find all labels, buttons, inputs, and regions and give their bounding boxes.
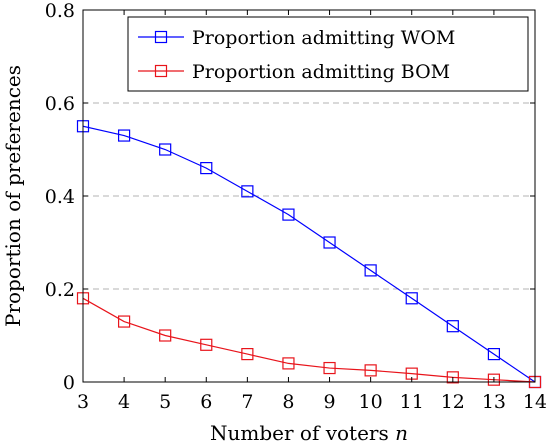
legend-marker: [154, 30, 168, 44]
y-tick-label: 0.2: [45, 279, 75, 301]
data-point: [159, 329, 172, 342]
data-point: [487, 373, 501, 386]
legend-label: Proportion admitting BOM: [192, 61, 450, 83]
legend-marker: [154, 64, 168, 78]
series-line: [82, 125, 536, 383]
legend-box: [127, 16, 529, 92]
x-tick-label: 6: [200, 391, 212, 413]
x-tick-label: 10: [359, 391, 383, 413]
x-tick-label: 4: [118, 391, 130, 413]
data-point: [282, 357, 295, 370]
y-axis-label: Proportion of preferences: [1, 65, 25, 327]
x-tick-label: 8: [282, 391, 294, 413]
x-tick-label: 7: [241, 391, 253, 413]
y-tick-label: 0.4: [45, 186, 75, 208]
legend-entry: Proportion admitting BOM: [138, 61, 450, 83]
legend-entry: Proportion admitting WOM: [138, 27, 455, 49]
data-point: [200, 162, 213, 175]
data-point: [364, 264, 377, 277]
x-tick-label: 5: [159, 391, 171, 413]
x-tick-label: 9: [323, 391, 335, 413]
y-tick-label: 0: [63, 372, 75, 394]
data-point: [323, 361, 336, 375]
data-point: [117, 315, 131, 328]
x-tick-label: 3: [77, 391, 89, 413]
legend-label: Proportion admitting WOM: [192, 27, 455, 49]
legend: Proportion admitting WOM Proportion admit…: [127, 16, 529, 92]
x-axis-label: Number of voters n: [210, 421, 408, 444]
data-point: [487, 348, 501, 361]
data-point: [241, 348, 254, 361]
axis-ticks: 3 4 5 6 7 8 9 10 11 12 13 14 0 0.2 0.4 0.6 0.8: [45, 0, 546, 413]
data-point: [323, 236, 336, 249]
plot-series: [76, 120, 542, 389]
data-point: [282, 208, 295, 221]
data-point: [405, 292, 418, 305]
data-point: [446, 371, 459, 384]
data-point: [241, 185, 254, 198]
x-tick-label: 14: [523, 391, 546, 413]
x-tick-label: 13: [482, 391, 506, 413]
data-point: [117, 129, 131, 142]
data-point: [159, 143, 172, 156]
series-wom: [76, 120, 542, 389]
data-point: [364, 364, 377, 377]
y-tick-label: 0.6: [45, 93, 75, 115]
data-point: [446, 320, 459, 333]
grid-lines: [83, 102, 535, 290]
series-line: [82, 297, 536, 383]
x-tick-label: 11: [400, 391, 424, 413]
data-point: [200, 338, 213, 351]
series-bom: [76, 292, 542, 389]
x-tick-label: 12: [441, 391, 465, 413]
y-tick-label: 0.8: [45, 0, 75, 22]
